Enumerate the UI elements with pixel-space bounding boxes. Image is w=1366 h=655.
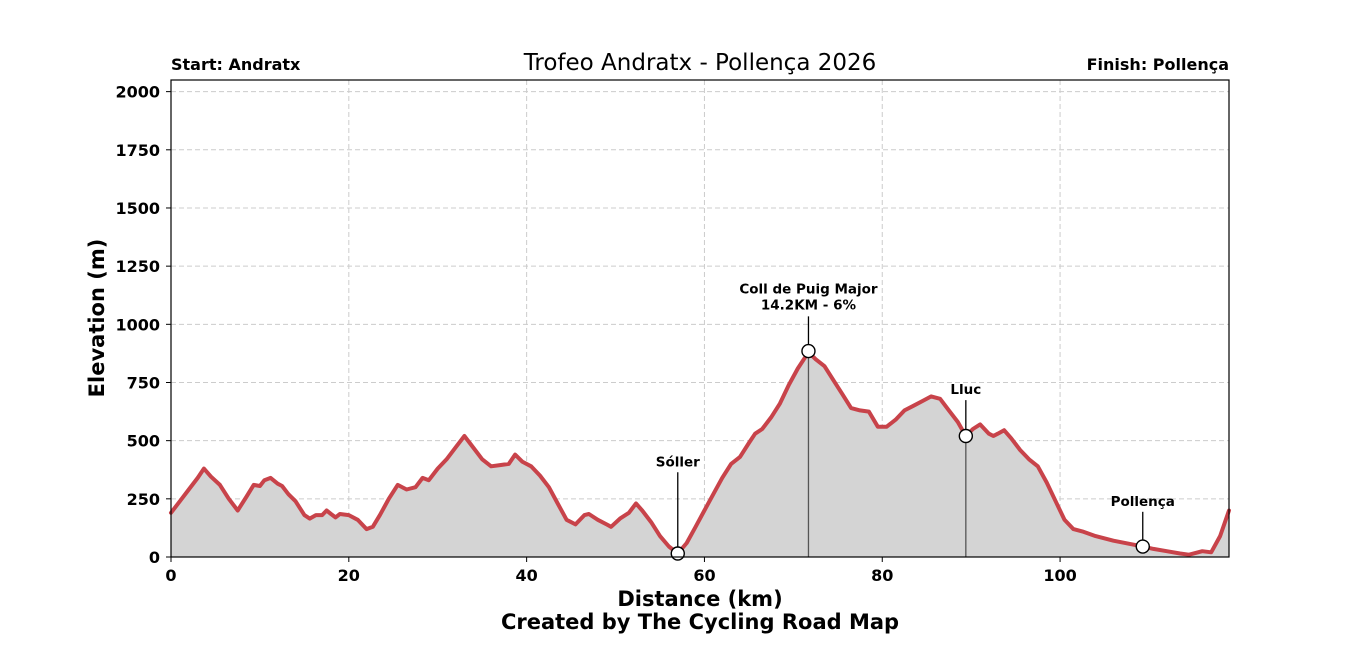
plot-frame [170, 79, 1230, 558]
svg-text:Lluc: Lluc [950, 382, 981, 398]
svg-text:Pollença: Pollença [1111, 494, 1175, 510]
x-tick-label: 100 [1043, 566, 1076, 585]
y-tick-label: 0 [149, 548, 160, 567]
y-axis-ticks: 0 250 500 750 1000 1250 1500 1750 2000 [115, 83, 171, 567]
y-tick-label: 750 [127, 373, 160, 392]
y-tick-label: 2000 [115, 83, 160, 102]
chart-title: Trofeo Andratx - Pollença 2026 [523, 50, 877, 76]
svg-text:14.2KM - 6%: 14.2KM - 6% [761, 297, 857, 313]
annotation-pollen-a: Pollença [1111, 494, 1175, 554]
y-tick-label: 250 [127, 490, 160, 509]
annotation-lluc: Lluc [950, 382, 981, 557]
x-tick-label: 0 [165, 566, 176, 585]
x-axis-label: Distance (km) [617, 587, 782, 611]
elevation-area [169, 350, 1231, 557]
x-tick-label: 60 [693, 566, 715, 585]
footer-credit: Created by The Cycling Road Map [501, 610, 899, 634]
start-label: Start: Andratx [171, 55, 301, 74]
svg-text:Coll de Puig Major: Coll de Puig Major [739, 281, 878, 297]
y-tick-label: 1250 [115, 257, 160, 276]
x-tick-label: 80 [871, 566, 893, 585]
y-tick-label: 500 [127, 432, 160, 451]
x-tick-label: 40 [515, 566, 537, 585]
x-axis-ticks: 0 20 40 60 80 100 [165, 557, 1077, 585]
y-tick-label: 1750 [115, 141, 160, 160]
y-tick-label: 1000 [115, 315, 160, 334]
y-tick-label: 1500 [115, 199, 160, 218]
y-axis-label: Elevation (m) [85, 239, 109, 398]
annotation-s-ller: Sóller [656, 454, 700, 561]
finish-label: Finish: Pollença [1087, 55, 1229, 74]
grid-lines [171, 80, 1229, 557]
x-tick-label: 20 [338, 566, 360, 585]
svg-text:Sóller: Sóller [656, 454, 700, 470]
